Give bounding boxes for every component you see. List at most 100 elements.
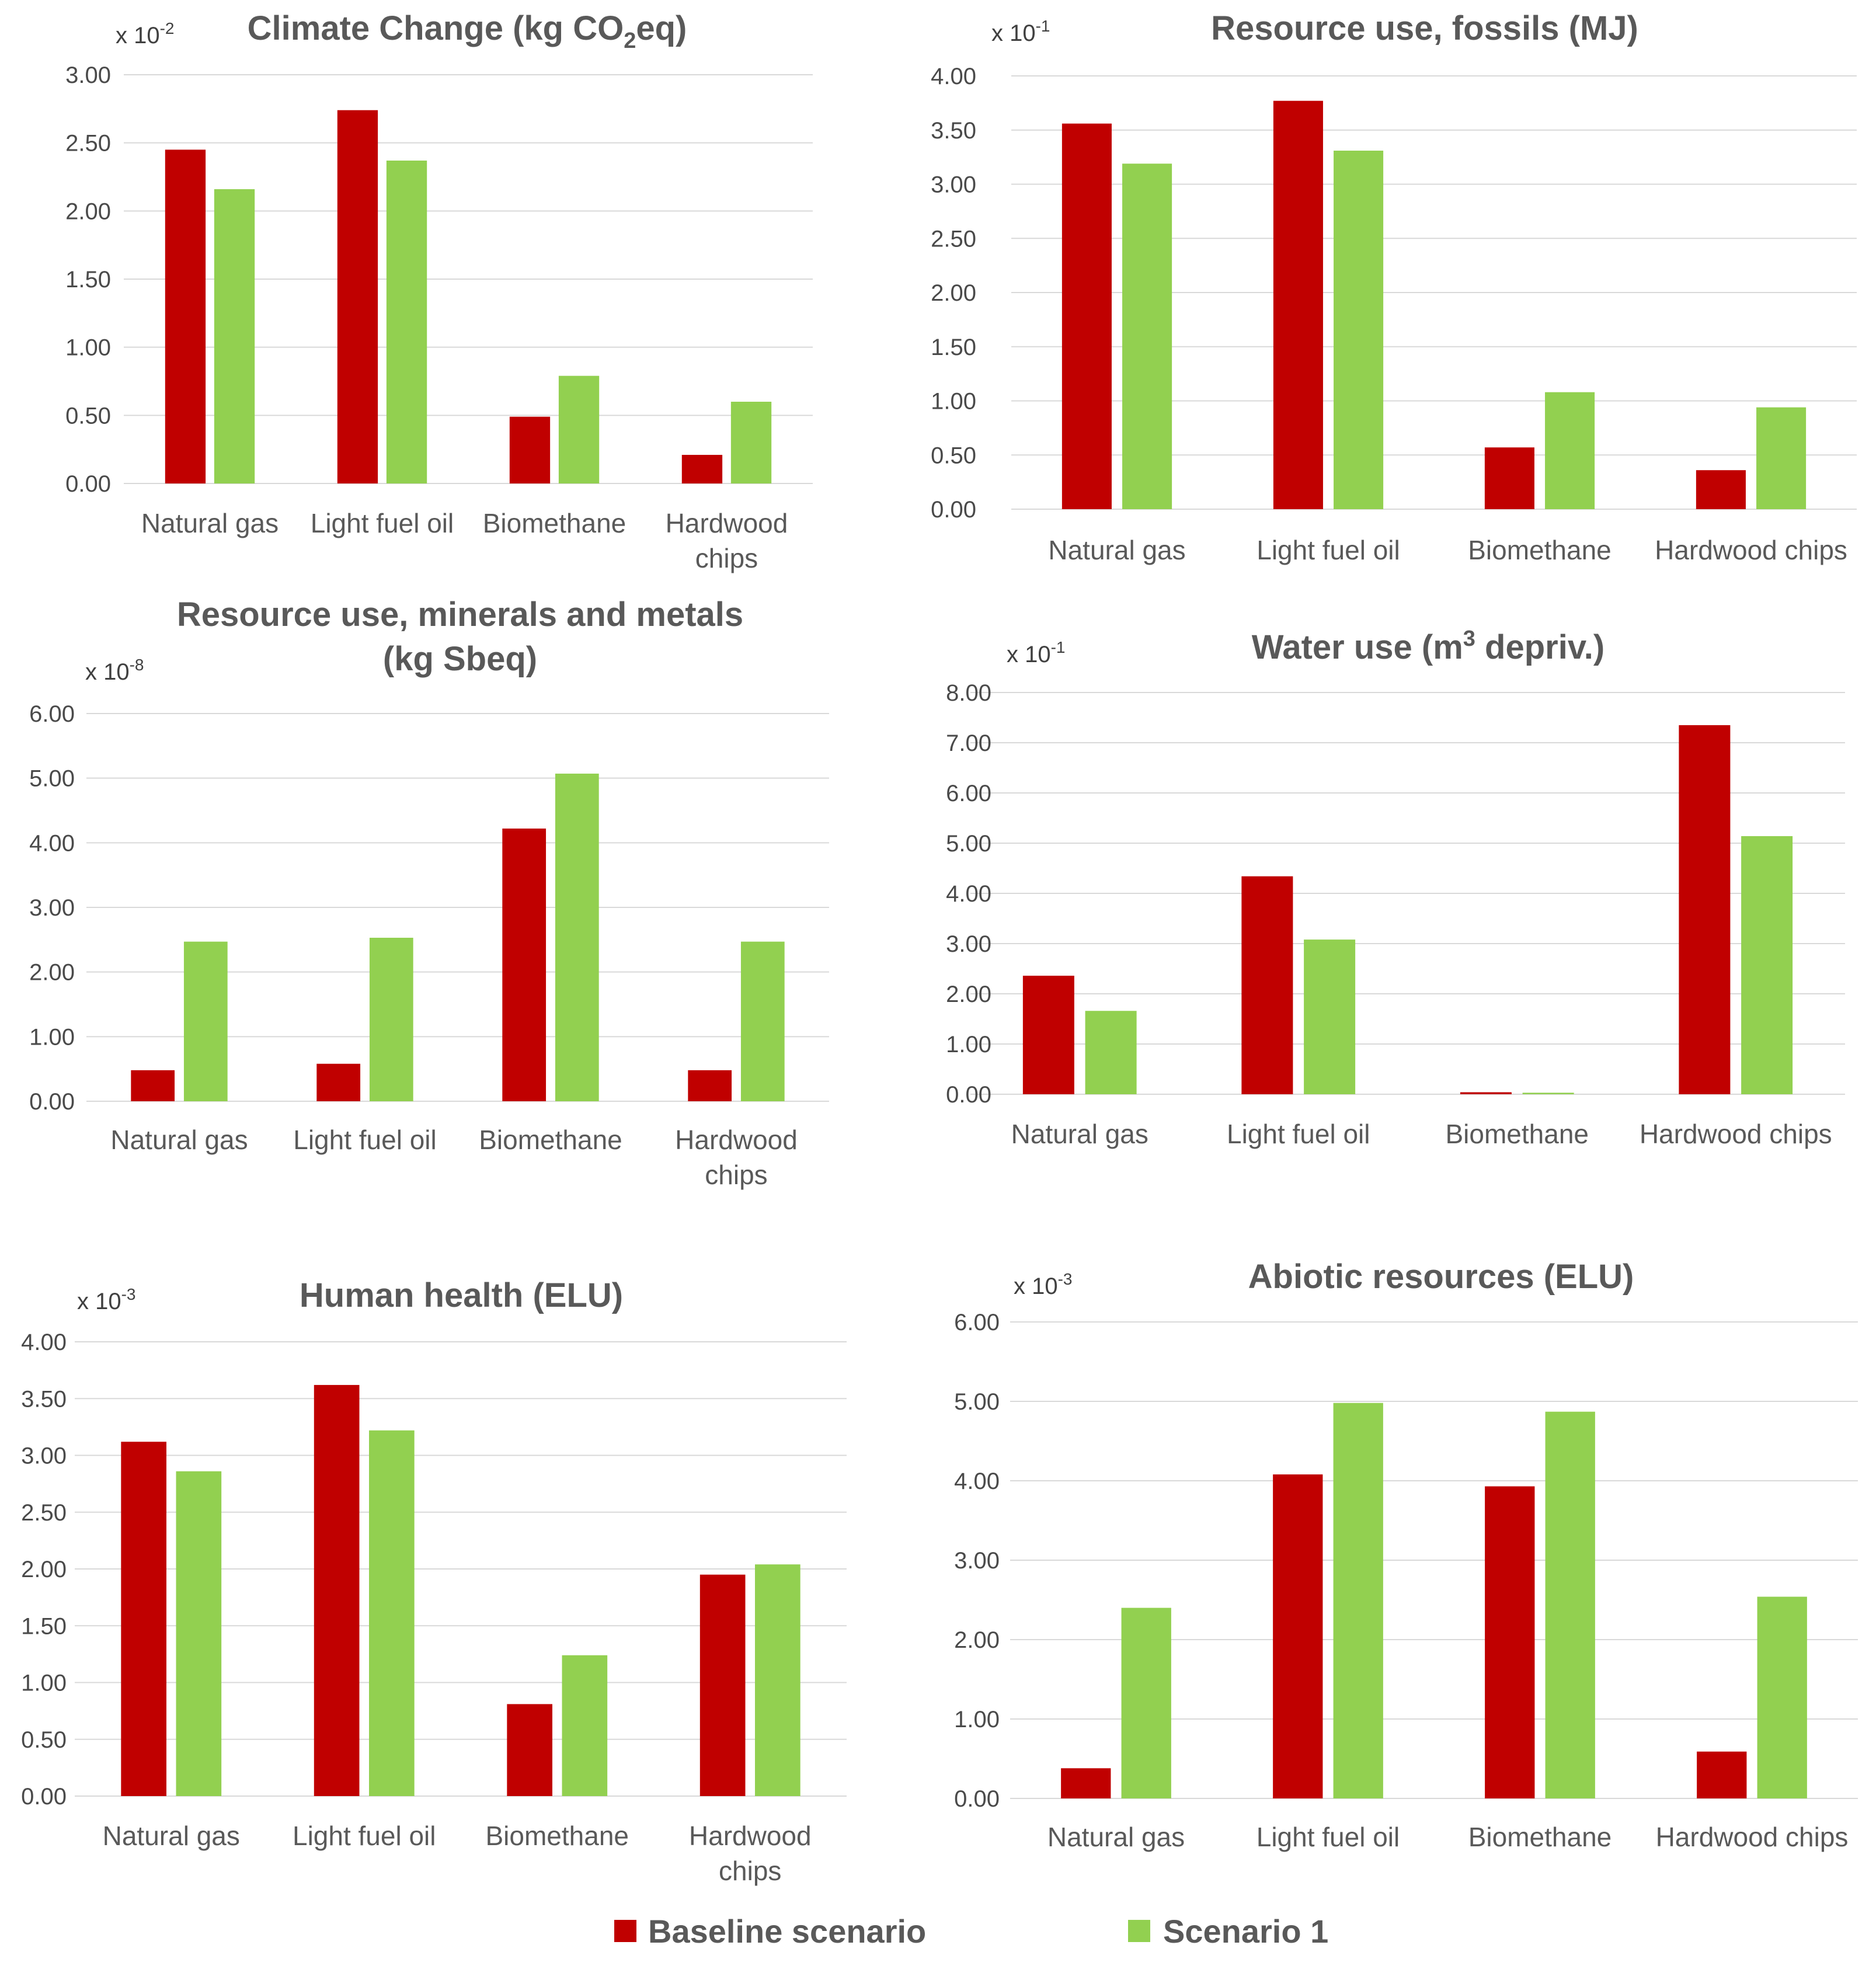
legend-swatch-baseline (614, 1920, 636, 1942)
y-tick-label: 1.50 (65, 267, 111, 293)
chart-panel-6: 0.00 1.00 2.00 3.00 4.00 5.00 6.00 x 10-3 Abioti… (954, 1258, 1858, 1852)
y-tick-label: 1.00 (931, 389, 976, 415)
bar-scenario1-1 (176, 1471, 222, 1796)
axis-multiplier: x 10-8 (85, 656, 144, 685)
bar-baseline-4 (688, 1070, 732, 1101)
bar-scenario1-1 (214, 189, 255, 483)
y-tick-label: 6.00 (954, 1310, 1000, 1335)
category-label: Light fuel oil (293, 1125, 437, 1155)
y-tick-label: 3.00 (946, 931, 991, 957)
chart-panel-1: 0.00 0.50 1.00 1.50 2.00 2.50 3.00x 10-2 Climat… (65, 9, 813, 573)
bar-scenario1-2 (369, 938, 413, 1101)
bar-baseline-3 (507, 1704, 552, 1796)
bar-baseline-3 (1460, 1092, 1512, 1094)
legend-label-scenario1: Scenario 1 (1163, 1913, 1328, 1950)
category-label: Light fuel oil (311, 508, 454, 538)
bar-baseline-1 (1061, 1768, 1111, 1798)
bar-scenario1-2 (1333, 1403, 1383, 1798)
bar-baseline-2 (1273, 100, 1323, 510)
y-tick-label: 3.00 (65, 62, 111, 88)
axis-multiplier: x 10-1 (1007, 638, 1066, 667)
chart-panel-4: 0.00 1.00 2.00 3.00 4.00 5.00 6.00 7.00 8.00 x 10… (946, 627, 1845, 1149)
bar-scenario1-1 (1085, 1011, 1137, 1094)
y-tick-label: 4.00 (931, 64, 976, 89)
y-tick-label: 0.00 (29, 1089, 75, 1115)
y-tick-label: 2.50 (65, 131, 111, 156)
axis-multiplier: x 10-3 (77, 1285, 136, 1314)
category-label: Light fuel oil (1227, 1119, 1370, 1149)
axis-multiplier: x 10-3 (1014, 1270, 1073, 1299)
axis-multiplier: x 10-1 (991, 17, 1050, 46)
bar-scenario1-3 (1545, 392, 1595, 509)
legend-label-baseline: Baseline scenario (648, 1913, 926, 1950)
y-tick-label: 1.50 (21, 1613, 67, 1639)
y-tick-label: 2.00 (29, 960, 75, 986)
bar-scenario1-4 (1756, 407, 1807, 509)
bar-baseline-2 (316, 1063, 361, 1101)
bar-baseline-4 (1696, 470, 1746, 509)
y-tick-label: 0.00 (931, 497, 976, 523)
bar-scenario1-3 (555, 773, 599, 1101)
chart-title: Water use (m3 depriv.) (1252, 627, 1604, 666)
chart-panel-3: 0.00 1.00 2.00 3.00 4.00 5.00 6.00 x 10-8 Resour… (29, 596, 829, 1190)
y-tick-label: 2.00 (65, 199, 111, 224)
y-tick-label: 2.00 (954, 1627, 1000, 1653)
y-tick-label: 2.00 (931, 280, 976, 306)
y-tick-label: 4.00 (954, 1469, 1000, 1494)
bar-baseline-3 (1485, 1486, 1535, 1798)
bar-baseline-2 (1241, 876, 1293, 1094)
y-tick-label: 7.00 (946, 730, 991, 756)
y-tick-label: 0.00 (954, 1786, 1000, 1812)
bar-baseline-2 (314, 1384, 360, 1796)
category-label: Light fuel oil (1257, 1822, 1400, 1852)
bar-baseline-1 (131, 1070, 175, 1101)
y-tick-label: 1.00 (954, 1707, 1000, 1732)
chart-panel-2: 0.00 0.50 1.00 1.50 2.00 2.50 3.00 3.50 4.00 x 10… (931, 9, 1857, 565)
category-label: Natural gas (141, 508, 279, 538)
category-label: chips (719, 1856, 781, 1886)
category-label: Biomethane (1468, 535, 1612, 565)
bar-scenario1-2 (386, 161, 427, 483)
y-tick-label: 4.00 (946, 881, 991, 907)
chart-title: Resource use, minerals and metals (177, 596, 743, 634)
category-label: Biomethane (486, 1821, 629, 1851)
y-tick-label: 4.00 (29, 830, 75, 856)
category-label: Hardwood chips (1655, 535, 1847, 565)
y-tick-label: 5.00 (29, 766, 75, 792)
y-tick-label: 2.00 (21, 1557, 67, 1582)
category-label: Light fuel oil (1257, 535, 1400, 565)
bar-scenario1-1 (183, 941, 228, 1101)
category-label: Natural gas (1047, 1822, 1185, 1852)
category-label: chips (695, 543, 758, 573)
category-label: Biomethane (1446, 1119, 1589, 1149)
y-tick-label: 1.00 (946, 1032, 991, 1057)
bar-scenario1-2 (369, 1430, 415, 1796)
bar-baseline-1 (1061, 123, 1112, 509)
bar-scenario1-4 (1757, 1596, 1807, 1798)
y-tick-label: 4.00 (21, 1330, 67, 1355)
y-tick-label: 1.00 (29, 1024, 75, 1050)
bar-baseline-4 (1679, 725, 1731, 1094)
y-tick-label: 2.00 (946, 982, 991, 1007)
chart-title: Resource use, fossils (MJ) (1211, 9, 1638, 47)
chart-panel-5: 0.00 0.50 1.00 1.50 2.00 2.50 3.00 3.50 4.00 x 10… (21, 1276, 847, 1886)
y-tick-label: 0.00 (65, 471, 111, 497)
y-tick-label: 0.00 (21, 1784, 67, 1810)
category-label: Hardwood chips (1640, 1119, 1832, 1149)
y-tick-label: 1.50 (931, 335, 976, 360)
chart-title: Abiotic resources (ELU) (1248, 1258, 1634, 1296)
category-label: Hardwood (675, 1125, 798, 1155)
bar-scenario1-1 (1122, 163, 1172, 509)
y-tick-label: 5.00 (946, 831, 991, 857)
category-label: Natural gas (1011, 1119, 1148, 1149)
bar-baseline-3 (509, 416, 551, 483)
legend: Baseline scenario Scenario 1 (614, 1913, 1328, 1950)
y-tick-label: 1.00 (65, 335, 111, 361)
y-tick-label: 3.00 (21, 1443, 67, 1469)
bar-baseline-1 (1022, 976, 1074, 1094)
bar-scenario1-3 (1522, 1092, 1574, 1094)
y-tick-label: 3.00 (954, 1548, 1000, 1574)
bar-scenario1-2 (1304, 939, 1356, 1094)
bar-baseline-2 (337, 110, 378, 483)
